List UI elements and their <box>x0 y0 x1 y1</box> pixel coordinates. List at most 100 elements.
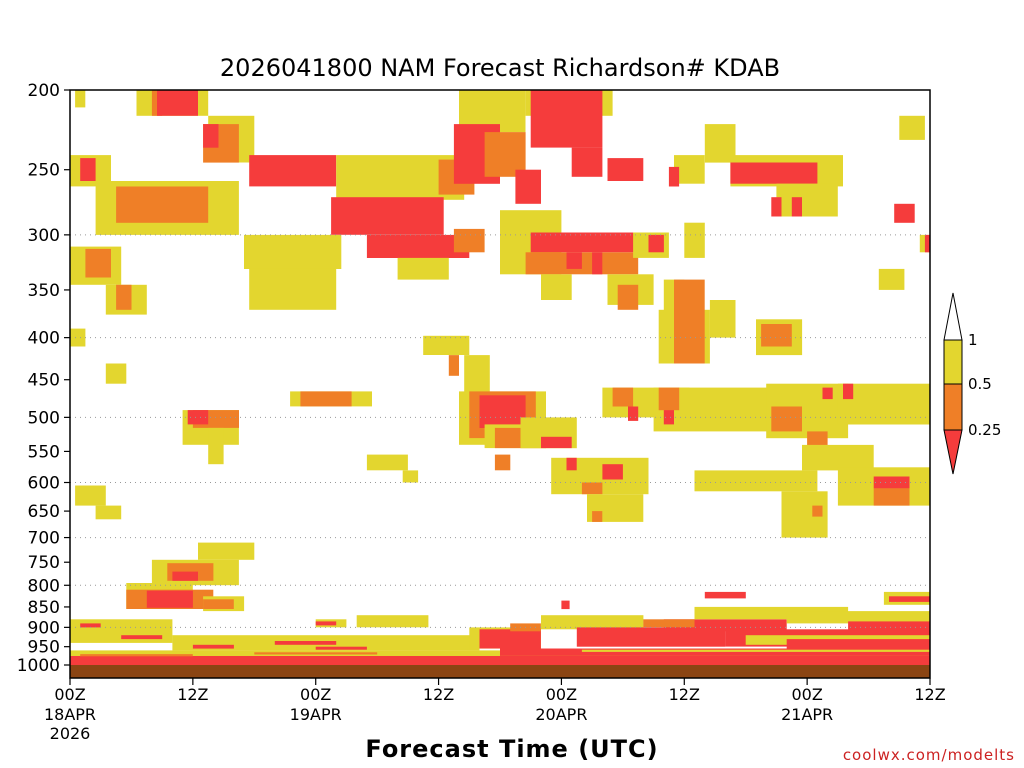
heatmap-cell <box>479 629 541 649</box>
heatmap-cell <box>878 268 905 290</box>
heatmap-cell <box>366 234 470 258</box>
heatmap-cell <box>924 234 930 253</box>
heatmap-cell <box>802 444 874 471</box>
y-tick-label: 550 <box>28 442 60 462</box>
heatmap-cell <box>515 169 541 204</box>
heatmap-cell <box>116 186 209 223</box>
plot-frame <box>69 89 931 679</box>
x-tick-label: 00Z <box>300 685 331 704</box>
heatmap-cell <box>899 115 925 140</box>
heatmap-cell <box>187 410 209 425</box>
heatmap-cell <box>121 635 163 640</box>
heatmap-cell <box>423 335 470 355</box>
heatmap-cell <box>494 454 511 471</box>
heatmap-cell <box>484 132 526 177</box>
heatmap-cell <box>203 124 219 148</box>
heatmap-cell <box>70 656 930 667</box>
y-tick-label: 750 <box>28 553 60 573</box>
heatmap-cell <box>612 387 634 407</box>
legend-cap-top <box>943 292 963 341</box>
y-tick-label: 900 <box>28 618 60 638</box>
credit-text: coolwx.com/modelts <box>843 746 1015 764</box>
heatmap-cell <box>581 482 603 495</box>
heatmap-cell <box>684 222 705 258</box>
heatmap-cell <box>75 90 86 108</box>
heatmap-cell <box>674 279 705 364</box>
heatmap-cell <box>663 410 674 425</box>
heatmap-cell <box>566 457 577 471</box>
heatmap-cell <box>530 232 649 253</box>
y-tick-label: 350 <box>28 281 60 301</box>
legend: 1 0.5 0.25 <box>943 292 1001 475</box>
heatmap-cell <box>576 627 726 647</box>
heatmap-cell <box>254 652 378 655</box>
heatmap-cell <box>95 505 122 520</box>
heatmap-cell <box>315 621 337 626</box>
heatmap-cell <box>663 619 787 632</box>
heatmap-cell <box>592 252 603 275</box>
heatmap-cell <box>85 248 111 278</box>
ground-band <box>70 665 930 678</box>
heatmap-cell <box>541 436 572 449</box>
x-axis-label: Forecast Time (UTC) <box>365 735 658 763</box>
heatmap-cell <box>203 599 234 609</box>
y-tick-label: 300 <box>28 226 60 246</box>
heatmap-cell <box>249 155 337 187</box>
heatmap-cell <box>249 268 337 310</box>
heatmap-cell <box>331 197 444 235</box>
y-tick-label: 200 <box>28 81 60 101</box>
plot-area <box>69 89 931 679</box>
heatmap-cell <box>771 197 782 217</box>
heatmap-cell <box>541 274 572 300</box>
y-tick-label: 700 <box>28 529 60 549</box>
heatmap-cell <box>843 383 854 400</box>
heatmap-cell <box>592 511 603 522</box>
heatmap-cell <box>761 324 792 347</box>
heatmap-cell <box>807 431 828 449</box>
heatmap-cell <box>848 621 930 632</box>
heatmap-cell <box>315 646 367 650</box>
heatmap-cell <box>208 427 224 465</box>
x-tick-label: 12Z <box>669 685 700 704</box>
heatmap-cell <box>80 158 96 181</box>
heatmap-cell <box>157 90 198 116</box>
x-tick-label: 00Z <box>546 685 577 704</box>
heatmap-cell <box>172 571 198 581</box>
heatmap-cell <box>704 591 746 599</box>
heatmap-cell <box>80 623 101 628</box>
x-tick-label: 00Z <box>54 685 85 704</box>
x-tick-label: 12Z <box>177 685 208 704</box>
y-tick-label: 800 <box>28 576 60 596</box>
heatmap-cell <box>366 454 408 471</box>
chart-title: 2026041800 NAM Forecast Richardson# KDAB <box>220 54 780 82</box>
heatmap-cell <box>566 252 582 269</box>
heatmap-cell <box>602 464 623 480</box>
heatmap-cell <box>105 363 127 384</box>
heatmap-cell <box>776 183 838 217</box>
heatmap-cell <box>581 649 930 652</box>
y-axis: 200 250 300 350 400 450 500 550 600 650 700 750 8008… <box>17 81 70 676</box>
legend-swatch-0-5-to-1 <box>943 339 963 385</box>
heatmap-cell <box>571 147 603 177</box>
heatmap-cell <box>75 485 106 506</box>
x-tick-date: 21APR <box>781 705 833 724</box>
heatmap-cell <box>730 162 818 184</box>
x-tick-year: 2026 <box>50 724 91 743</box>
heatmap-cell <box>709 300 736 338</box>
heatmap-cell <box>479 395 526 428</box>
heatmap-cell <box>822 387 833 400</box>
heatmap-cell <box>500 648 930 656</box>
heatmap-cell <box>300 391 352 407</box>
heatmap-cell <box>674 155 705 184</box>
heatmap-cell <box>643 619 695 628</box>
heatmap-cell <box>704 124 736 163</box>
heatmap-cell <box>873 488 910 506</box>
heatmap-cell <box>648 234 664 253</box>
heatmap-cell <box>837 383 930 425</box>
x-tick-label: 12Z <box>914 685 945 704</box>
heatmap-cell <box>80 654 193 657</box>
gridlines <box>70 234 930 628</box>
heatmap-cell <box>274 641 337 645</box>
